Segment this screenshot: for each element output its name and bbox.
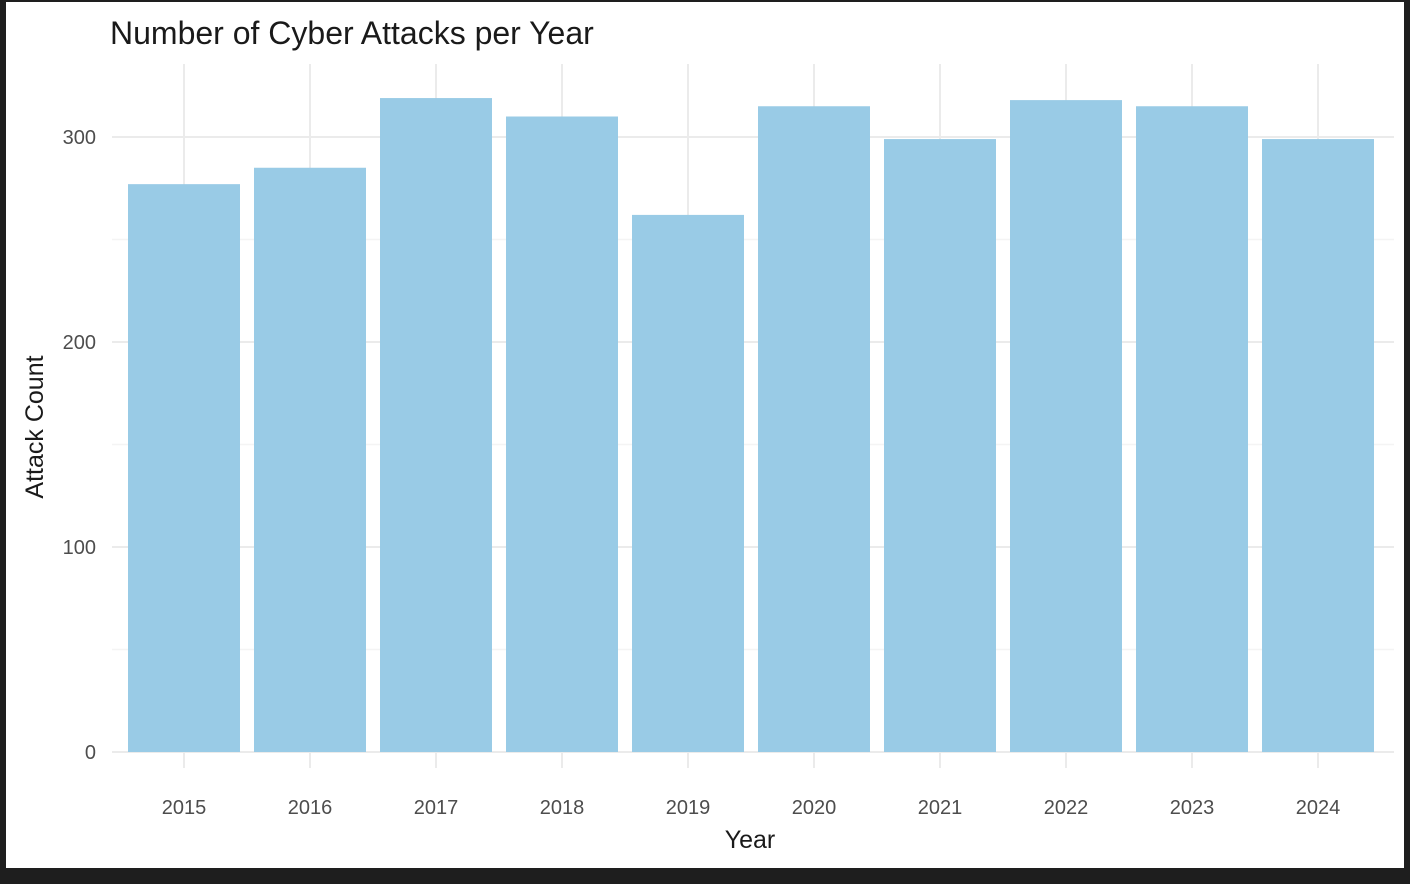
x-tick-label: 2015	[162, 797, 207, 819]
x-tick-label: 2021	[918, 797, 963, 819]
bar-2016	[254, 167, 366, 752]
x-axis-title: Year	[725, 826, 776, 854]
bars	[128, 98, 1374, 753]
bar-2024	[1262, 139, 1374, 753]
chart-title: Number of Cyber Attacks per Year	[110, 15, 594, 51]
x-tick-label: 2023	[1170, 797, 1215, 819]
x-tick-label: 2022	[1044, 797, 1089, 819]
bar-2020	[758, 106, 870, 752]
bar-2015	[128, 184, 240, 752]
chart-panel: 0 100 200 300 2015 2016 2017 2018 2019 2020 2021 2…	[6, 2, 1404, 868]
y-tick-label: 100	[63, 537, 96, 559]
x-tick-label: 2019	[666, 797, 711, 819]
y-tick-label: 0	[85, 742, 96, 764]
x-tick-label: 2018	[540, 797, 585, 819]
x-tick-label: 2024	[1296, 797, 1341, 819]
x-tick-label: 2016	[288, 797, 333, 819]
bar-2019	[632, 214, 744, 752]
y-tick-label: 300	[63, 127, 96, 149]
bar-2018	[506, 116, 618, 752]
bar-2023	[1136, 106, 1248, 752]
y-tick-labels: 0 100 200 300	[63, 127, 96, 764]
y-tick-label: 200	[63, 332, 96, 354]
bar-2017	[380, 98, 492, 753]
y-axis-title: Attack Count	[21, 355, 49, 498]
x-tick-label: 2020	[792, 797, 837, 819]
bar-2021	[884, 139, 996, 753]
x-tick-labels: 2015 2016 2017 2018 2019 2020 2021 2022 2023 2024	[162, 797, 1341, 819]
bar-2022	[1010, 100, 1122, 753]
x-tick-label: 2017	[414, 797, 459, 819]
